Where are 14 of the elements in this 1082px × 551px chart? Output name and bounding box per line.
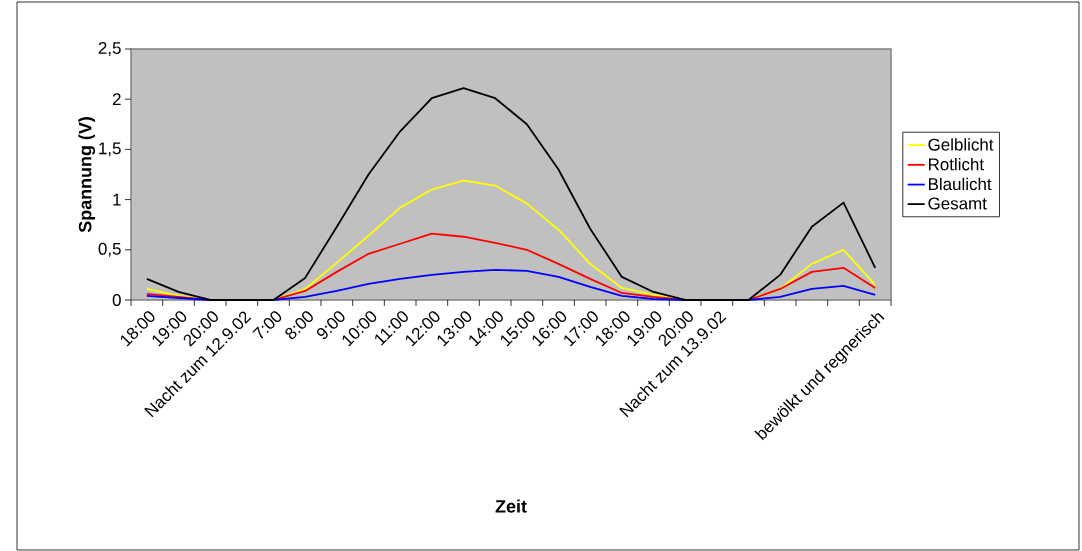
legend-label: Rotlicht bbox=[929, 157, 984, 171]
legend-label: Gesamt bbox=[928, 197, 987, 210]
legend-label: Blaulicht bbox=[929, 177, 992, 191]
x-tick-label: 8:00 bbox=[285, 311, 313, 340]
y-tick-label: 0,5 bbox=[98, 242, 121, 257]
y-tick-label: 1,5 bbox=[99, 142, 121, 157]
y-tick-label: 2,5 bbox=[98, 41, 121, 56]
y-axis-title: Spannung (V) bbox=[78, 117, 96, 233]
x-tick-label: 7:00 bbox=[252, 311, 282, 339]
legend-label: Gelblicht bbox=[928, 138, 994, 151]
x-axis-title: Zeit bbox=[495, 499, 527, 513]
y-tick-label: 0 bbox=[112, 293, 121, 306]
y-tick-label: 2 bbox=[112, 93, 121, 106]
y-tick-label: 1 bbox=[113, 193, 121, 206]
